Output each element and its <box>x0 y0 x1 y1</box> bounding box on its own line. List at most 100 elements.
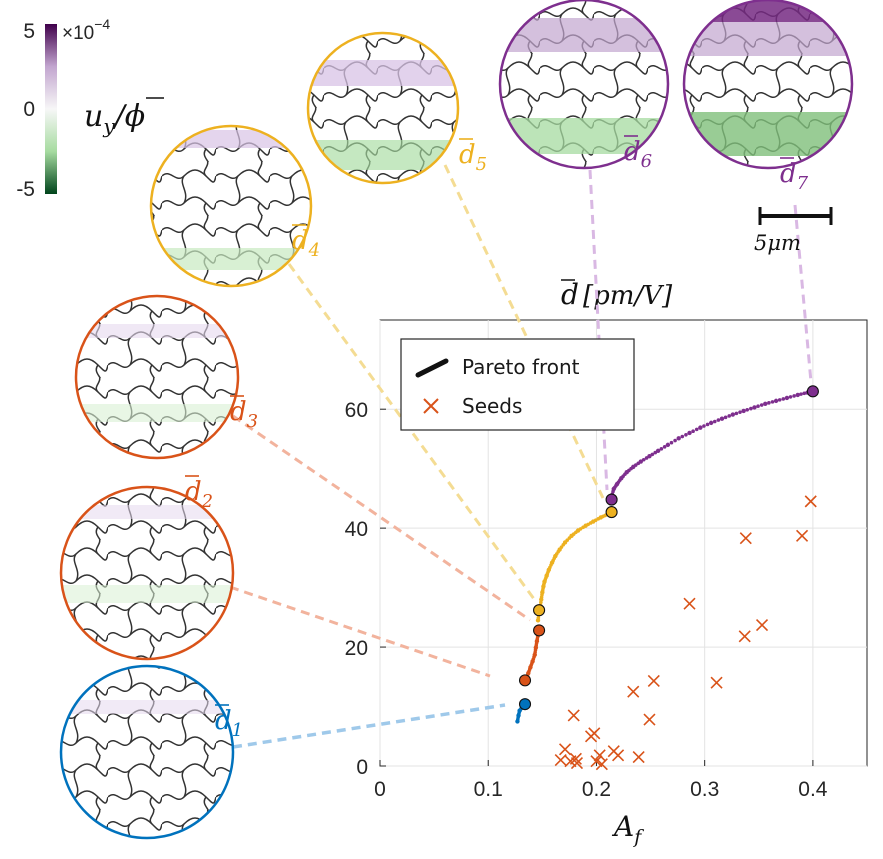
y-tick-label: 0 <box>356 756 368 779</box>
highlighted-design-marker <box>605 506 618 519</box>
pareto-point <box>702 424 706 428</box>
pareto-point <box>727 414 731 418</box>
svg-text:d: d <box>561 278 579 311</box>
label-d3: d3 <box>230 395 258 432</box>
inset-d3: d3 <box>74 294 258 460</box>
seed-marker <box>647 674 660 688</box>
colorbar-label: uy/ϕ <box>84 97 164 138</box>
seed-marker <box>796 529 809 542</box>
legend-box <box>400 338 635 431</box>
x-tick-label: 0.3 <box>690 778 719 801</box>
pareto-point <box>738 410 742 414</box>
pareto-point <box>788 395 793 399</box>
label-d7: d7 <box>780 157 809 194</box>
legend-pareto-marker <box>415 358 449 378</box>
pareto-point <box>680 434 685 439</box>
pareto-point <box>795 392 800 398</box>
scale-bar-label: 5μm <box>754 231 801 255</box>
pareto-point <box>781 397 786 401</box>
label-d5: d5 <box>459 138 487 175</box>
pareto-point <box>705 422 710 427</box>
pareto-point <box>691 429 695 434</box>
seed-marker <box>569 752 582 765</box>
pareto-point <box>745 407 750 412</box>
pareto-point <box>669 440 674 445</box>
scale-bar: 5μm <box>754 207 833 255</box>
svg-text:d1: d1 <box>215 706 243 741</box>
pareto-point <box>655 448 661 454</box>
seed-marker <box>804 495 817 508</box>
svg-text:uy/ϕ: uy/ϕ <box>84 99 145 138</box>
seed-marker <box>593 749 606 762</box>
legend: Pareto front Seeds <box>400 338 635 431</box>
seed-marker <box>627 685 640 698</box>
inset-d5: d5 <box>306 31 487 185</box>
pareto-point <box>792 394 796 398</box>
highlighted-design-marker <box>533 624 546 637</box>
inset-d7: d7 <box>682 0 854 194</box>
pareto-point <box>641 457 646 462</box>
colorbar-tick-zero: 0 <box>23 98 35 121</box>
inset-d6: d6 <box>498 0 670 172</box>
legend-seeds-label: Seeds <box>462 394 522 418</box>
pareto-point <box>734 411 739 416</box>
svg-text:d3: d3 <box>230 397 258 432</box>
pareto-point <box>777 398 782 402</box>
pareto-point <box>719 416 725 421</box>
pareto-point <box>676 436 681 441</box>
highlighted-design-marker <box>518 698 532 711</box>
pareto-point <box>659 447 664 451</box>
seeds-series <box>554 495 817 771</box>
seed-marker <box>558 743 572 756</box>
pareto-point <box>752 405 757 410</box>
pareto-point <box>647 453 652 459</box>
pareto-point <box>673 438 677 443</box>
pareto-point <box>662 445 667 449</box>
pareto-point <box>684 432 688 437</box>
pareto-point <box>698 425 703 430</box>
highlighted-design-marker <box>605 493 618 506</box>
y-tick-label: 20 <box>345 637 368 660</box>
pareto-point <box>763 401 768 407</box>
colorbar-exponent: ×10−4 <box>62 16 110 44</box>
pareto-point <box>784 395 790 401</box>
colorbar: 5 0 -5 ×10−4 uy/ϕ <box>16 16 164 201</box>
pareto-point <box>650 452 655 457</box>
seed-marker <box>738 630 751 643</box>
seed-marker <box>554 753 567 767</box>
highlighted-designs <box>518 385 819 711</box>
pareto-point <box>708 420 714 426</box>
svg-text:d6: d6 <box>624 137 652 172</box>
highlighted-design-marker <box>518 674 532 687</box>
svg-text:d4: d4 <box>292 226 320 261</box>
label-d1: d1 <box>215 704 243 741</box>
pareto-point <box>741 408 746 414</box>
svg-text:d7: d7 <box>780 159 809 194</box>
inset-d2: d2 <box>59 475 235 661</box>
inset-d4: d4 <box>149 124 320 288</box>
colorbar-gradient <box>45 24 57 194</box>
seed-marker <box>710 676 723 689</box>
seed-marker <box>567 709 580 722</box>
pareto-point <box>633 463 638 467</box>
y-axis-label: d [pm/V] <box>561 278 673 311</box>
seed-marker <box>755 618 769 632</box>
x-axis-label: Af <box>611 810 644 848</box>
pareto-point <box>767 401 771 405</box>
pareto-point <box>665 442 671 448</box>
pareto-point <box>756 404 760 409</box>
seed-marker <box>612 749 625 762</box>
pareto-point <box>716 418 721 422</box>
pareto-point <box>773 398 779 404</box>
pareto-point <box>638 459 644 464</box>
y-tick-label: 60 <box>345 399 368 422</box>
label-d2: d2 <box>185 475 213 512</box>
x-tick-label: 0.4 <box>798 778 828 801</box>
highlighted-design-marker <box>533 604 546 617</box>
label-d6: d6 <box>624 135 652 172</box>
legend-seeds-marker <box>423 398 439 414</box>
svg-text:Af: Af <box>611 810 644 848</box>
y-ticks: 0 20 40 60 <box>345 399 386 779</box>
seed-marker <box>739 532 752 545</box>
